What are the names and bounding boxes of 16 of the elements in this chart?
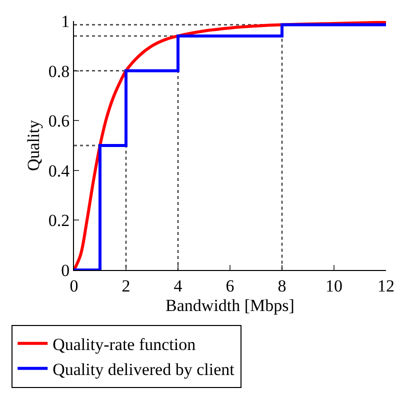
legend-label: Quality-rate function xyxy=(52,334,196,354)
y-axis-title: Quality xyxy=(24,120,43,171)
y-tick-label: 0.4 xyxy=(48,161,70,180)
x-axis-title: Bandwidth [Mbps] xyxy=(166,296,294,315)
y-tick-label: 0 xyxy=(61,260,70,280)
y-tick-label: 1 xyxy=(61,12,70,31)
legend-label: Quality delivered by client xyxy=(52,360,235,380)
y-tick-label: 0.6 xyxy=(48,112,70,131)
y-tick-label: 0.2 xyxy=(48,211,70,230)
x-tick-label: 4 xyxy=(174,276,183,296)
y-tick-label: 0.8 xyxy=(48,62,70,81)
x-tick-label: 2 xyxy=(122,276,130,296)
x-tick-label: 8 xyxy=(278,276,286,296)
x-tick-label: 6 xyxy=(226,276,234,296)
x-tick-label: 12 xyxy=(378,276,394,296)
x-tick-label: 10 xyxy=(326,276,342,296)
